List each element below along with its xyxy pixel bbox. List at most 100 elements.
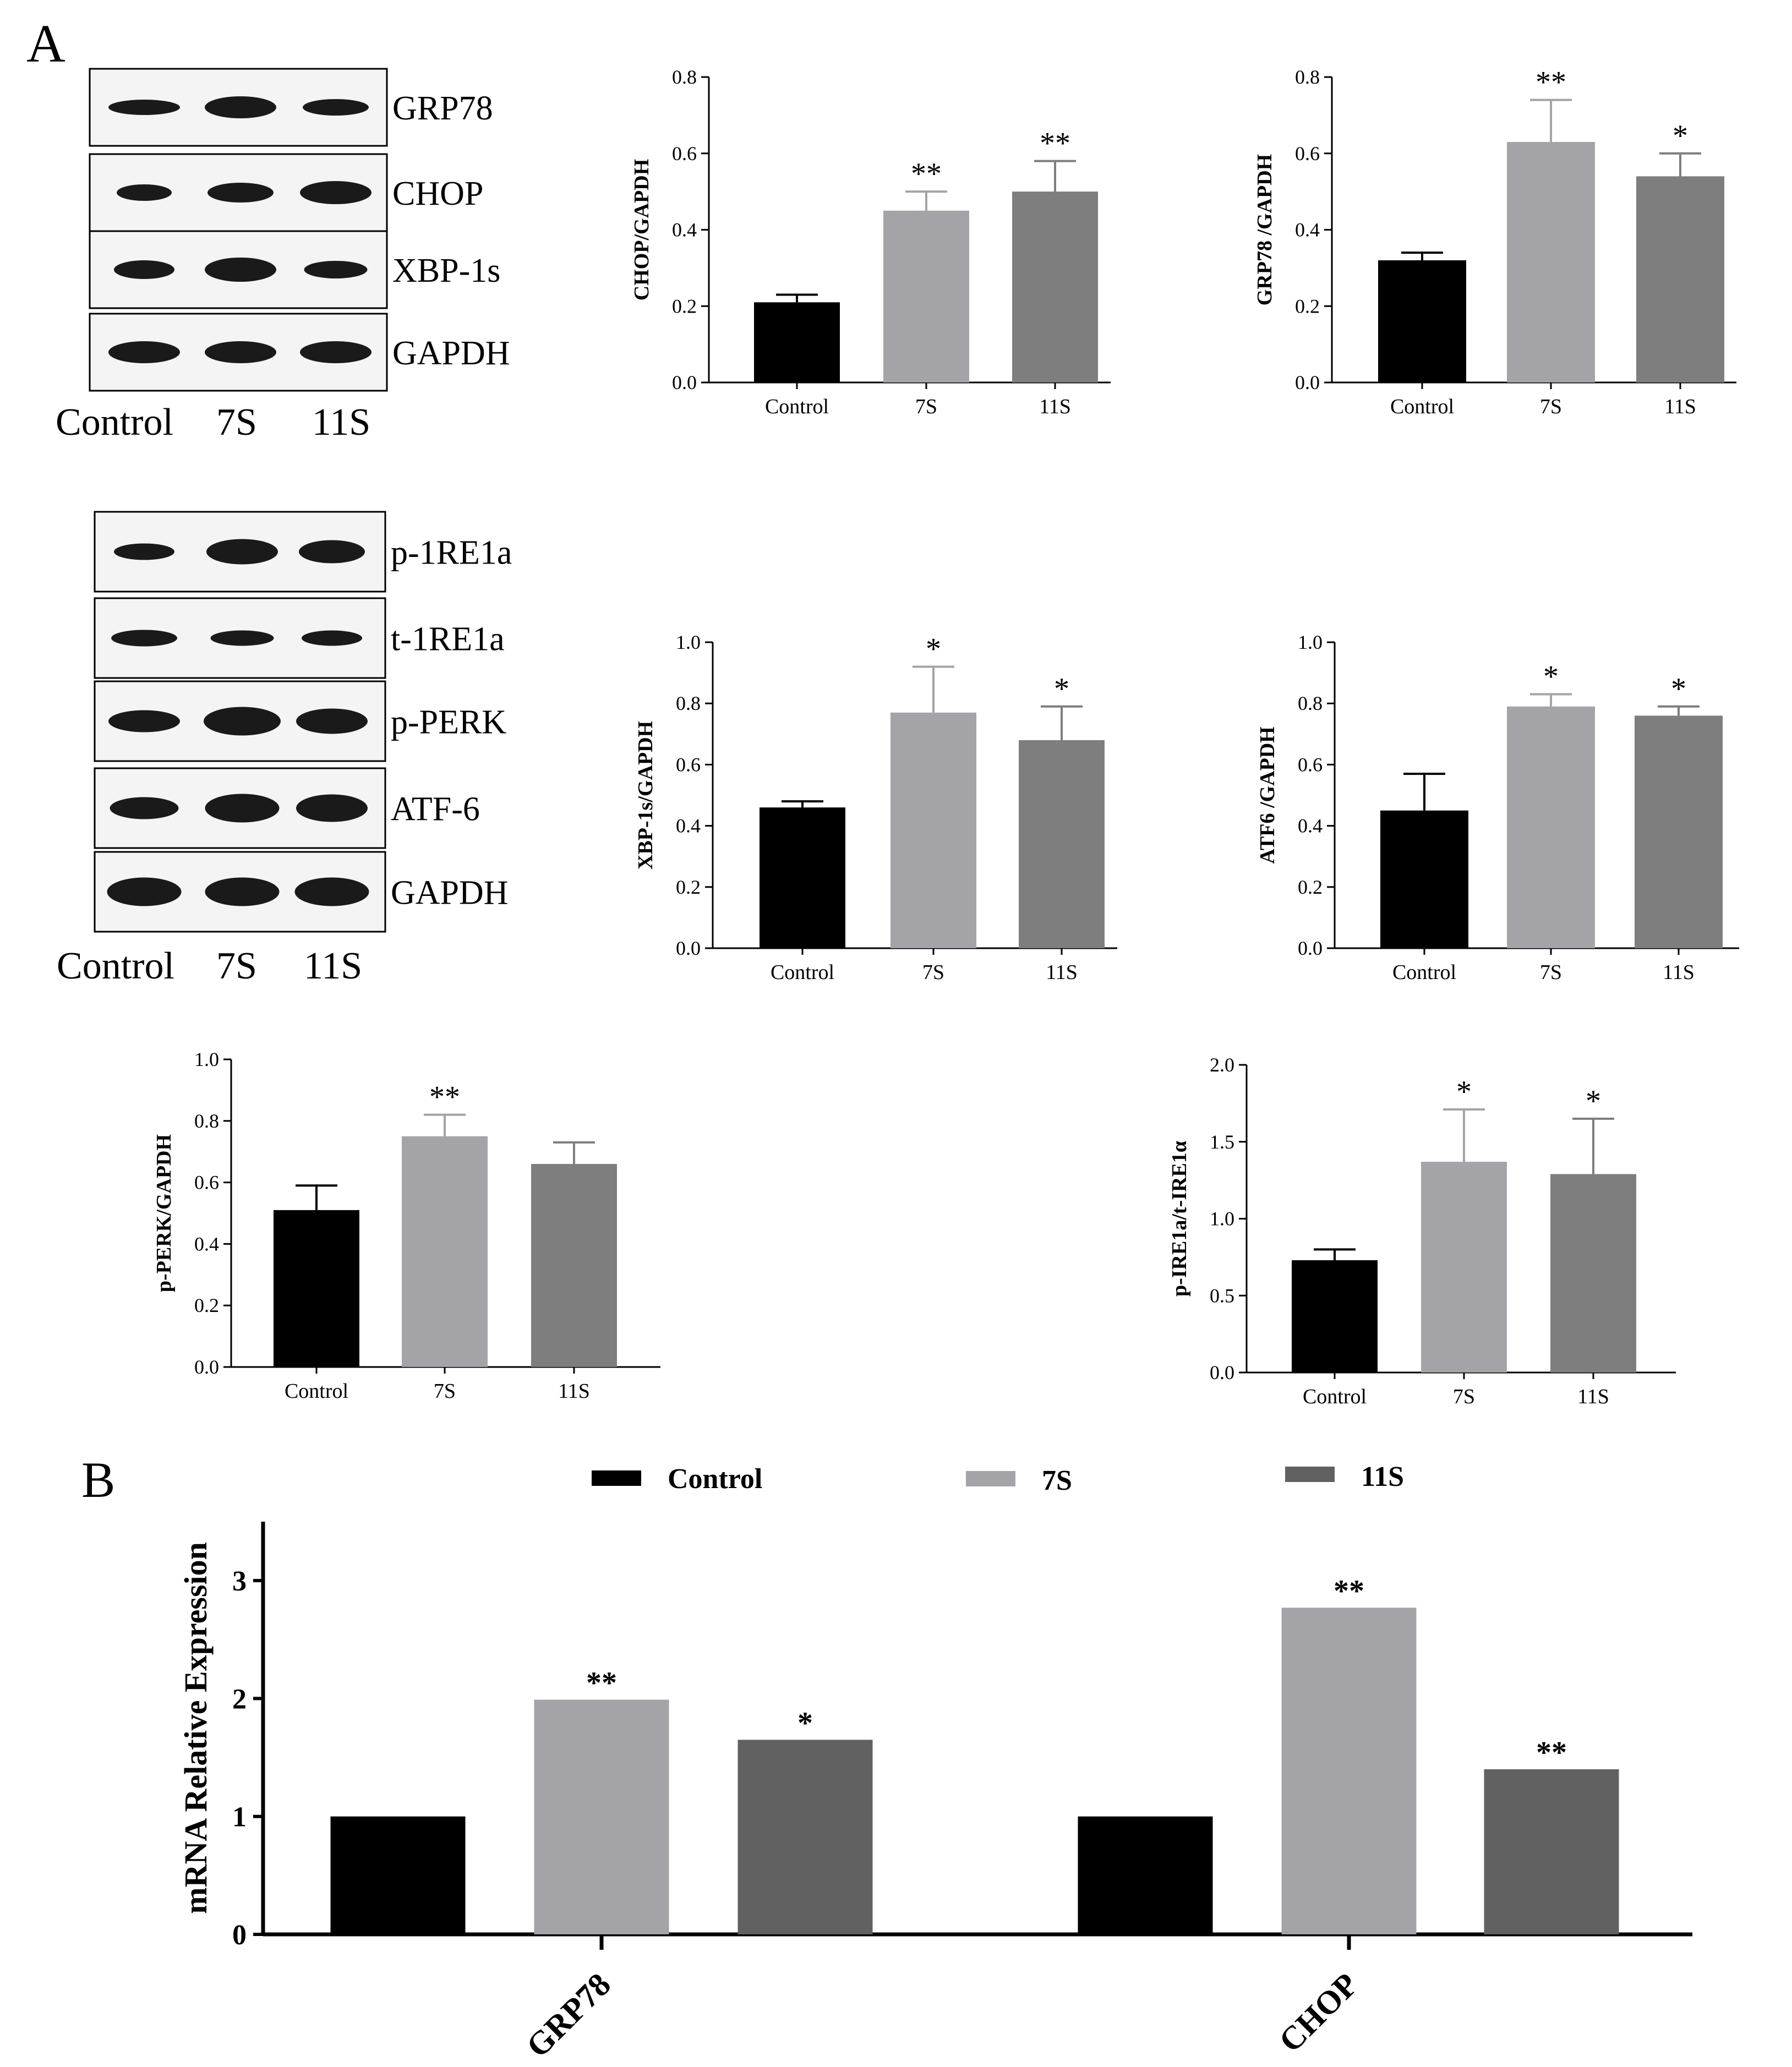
bar [737,1740,873,1934]
significance-mark: * [926,632,941,666]
panel-label-b: B [81,1452,115,1508]
y-tick-label: 0.4 [1295,219,1320,241]
legend-label: Control [668,1463,762,1495]
y-axis-label: p-PERK/GAPDH [152,1134,176,1292]
bar [1550,1174,1636,1372]
blot-band [296,708,368,734]
bar [1635,715,1723,948]
blot-band [108,341,180,363]
bar [531,1164,617,1367]
legend-swatch [592,1470,641,1486]
legend-label: 7S [1042,1465,1072,1496]
blot-lane-label: 11S [312,401,370,444]
significance-mark: * [1054,672,1069,706]
blot-band [111,630,177,647]
blot-band [114,543,174,560]
y-tick-label: 1.0 [676,631,701,653]
x-tick-label: Control [285,1380,348,1403]
y-tick-label: 0.4 [676,815,701,837]
bar [1012,192,1098,382]
bar [274,1210,359,1367]
x-tick-label: 7S [1540,961,1562,984]
blot-lane-label: 11S [304,945,362,987]
x-tick-label: 7S [922,961,944,984]
blot-row-label: XBP-1s [392,252,500,289]
blot-band [294,877,369,906]
blot-band [300,341,371,363]
bar [1421,1162,1507,1372]
significance-mark: * [1586,1084,1601,1118]
y-tick-label: 0.2 [1298,876,1323,898]
blot-band [117,184,172,201]
y-tick-label: 0.8 [672,66,697,88]
y-tick-label: 0.2 [672,295,697,317]
blot-band [302,630,362,646]
x-tick-label: CHOP [1272,1966,1365,2059]
blot-band [204,707,281,736]
blot-lane-label: 7S [216,401,257,444]
blot-band [205,877,280,906]
y-tick-label: 0.2 [676,876,701,898]
y-tick-label: 0.5 [1210,1284,1234,1306]
bar [1380,810,1468,948]
bar [754,302,840,382]
bar [1378,260,1466,382]
blot-band [107,877,182,906]
blot-lane-label: Control [56,401,173,444]
blot-band [299,540,365,564]
legend-label: 11S [1361,1461,1404,1492]
significance-mark: ** [1040,127,1070,161]
blot-band [300,181,371,204]
bar [760,807,845,948]
x-tick-label: 11S [1663,961,1695,984]
y-tick-label: 0.0 [672,371,697,393]
y-tick-label: 1.0 [194,1048,219,1070]
bar [402,1136,488,1367]
significance-mark: ** [1536,65,1566,100]
blot-band [206,539,278,565]
legend-swatch [966,1471,1015,1486]
blot-lane-label: Control [57,945,174,987]
bar [1484,1769,1619,1934]
x-tick-label: Control [1303,1385,1367,1408]
x-tick-label: 11S [558,1380,590,1403]
x-tick-label: 11S [1577,1385,1609,1408]
blot-band [114,260,174,279]
y-tick-label: 2.0 [1210,1054,1234,1076]
blot-row-label: t-1RE1a [391,621,505,658]
blot-row-label: p-1RE1a [391,534,512,572]
bar [890,712,976,948]
blot-row-label: GAPDH [392,335,510,372]
y-tick-label: 0.8 [194,1110,219,1132]
bar [1507,706,1595,948]
y-tick-label: 0.0 [1295,371,1320,393]
y-tick-label: 0 [232,1920,247,1951]
legend-swatch [1285,1467,1335,1482]
y-tick-label: 0.2 [194,1294,219,1316]
blot-band [205,794,280,823]
y-axis-label: GRP78 /GAPDH [1253,154,1276,305]
x-tick-label: 11S [1039,395,1071,418]
blot-band [304,261,368,278]
significance-mark: * [797,1706,813,1740]
blot-row-label: GAPDH [391,874,509,912]
panel-label-a: A [26,14,65,74]
blot-band [108,710,180,732]
blot-row-label: p-PERK [391,704,506,741]
x-tick-label: Control [1390,395,1454,418]
significance-mark: ** [1536,1736,1567,1770]
y-tick-label: 0.8 [676,692,701,714]
y-axis-label: ATF6 /GAPDH [1256,726,1279,863]
y-tick-label: 0.0 [676,937,701,959]
y-tick-label: 2 [232,1683,247,1715]
y-tick-label: 0.4 [194,1233,219,1255]
y-tick-label: 3 [232,1566,247,1597]
blot-band [110,797,179,819]
blot-band [303,99,369,116]
y-tick-label: 1.0 [1298,631,1323,653]
significance-mark: ** [429,1080,460,1114]
x-tick-label: GRP78 [520,1966,618,2065]
y-tick-label: 0.0 [1210,1361,1234,1384]
significance-mark: ** [586,1666,617,1700]
